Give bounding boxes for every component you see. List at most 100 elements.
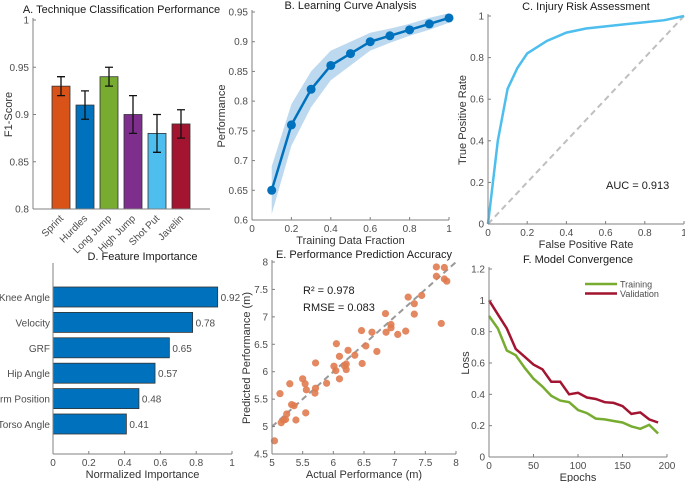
chart-e-y-tick-label: 8	[262, 258, 268, 269]
chart-c-y-tick-label: 0.2	[470, 178, 484, 189]
data-label: 0.57	[158, 369, 178, 380]
data-point	[385, 31, 395, 41]
chart-e-y-tick-label: 7	[262, 312, 268, 323]
chart-f-x-tick-label: 0	[486, 461, 492, 472]
chart-c-x-tick-label: 0.2	[520, 228, 534, 239]
chart-e	[270, 260, 457, 455]
chart-e-y-tick-label: 6	[262, 367, 268, 378]
chart-b-y-tick-label: 0.85	[229, 67, 249, 78]
data-point	[424, 19, 434, 29]
chart-e-y-tick-label: 5.5	[254, 395, 268, 406]
chart-b-y-tick-label: 0.65	[229, 186, 249, 197]
chart-d-x-tick-label: 0.2	[82, 458, 96, 469]
chart-c-x-tick-label: 0	[485, 228, 491, 239]
chart-a-y-label: F1-Score	[3, 92, 15, 137]
chart-b-y-tick-label: 0.8	[234, 97, 248, 108]
chart-f-title: F. Model Convergence	[523, 254, 633, 266]
chart-d-x-tick-label: 0.6	[153, 458, 167, 469]
chart-d-title: D. Feature Importance	[87, 251, 197, 263]
data-point	[410, 300, 418, 308]
chart-b-x-tick-label: 0.6	[363, 224, 377, 235]
data-label: 0.92	[221, 293, 241, 304]
chart-a-y-tick-label: 0.85	[10, 157, 30, 168]
data-point	[283, 410, 291, 418]
data-point	[362, 342, 370, 350]
chart-e-y-tick-label: 7.5	[254, 285, 268, 296]
data-point	[382, 328, 390, 336]
chart-f-y-tick-label: 0.8	[471, 327, 485, 338]
data-point	[335, 375, 344, 383]
chart-c-y-tick-label: 0.6	[470, 95, 484, 106]
chart-c-x-label: False Positive Rate	[539, 239, 634, 251]
series-line	[270, 16, 450, 191]
chart-f-x-tick-label: 150	[614, 461, 631, 472]
chart-c-title: C. Injury Risk Assessment	[522, 1, 650, 13]
bar	[52, 388, 140, 410]
chart-e-x-label: Actual Performance (m)	[306, 469, 422, 481]
x-tick-label: Javelin	[156, 213, 186, 243]
data-point	[381, 309, 390, 318]
data-point	[365, 37, 375, 47]
error-bar	[57, 76, 65, 97]
error-bar	[177, 109, 185, 139]
chart-a-title: A. Technique Classification Performance	[23, 4, 220, 16]
data-point	[342, 360, 350, 368]
data-point	[394, 330, 402, 339]
chart-b-y-tick-label: 0.95	[229, 8, 249, 19]
bar	[51, 85, 71, 210]
chart-b-x-tick-label: 0.4	[324, 224, 338, 235]
series-line-validation	[487, 299, 659, 424]
data-point	[306, 84, 316, 94]
data-label: 0.65	[172, 344, 192, 355]
data-point	[373, 347, 381, 356]
data-point	[351, 351, 359, 359]
chart-f-y-label: Loss	[460, 351, 472, 375]
y-tick-label: Knee Angle	[0, 293, 50, 304]
data-point	[358, 359, 366, 368]
chart-c-x-tick-label: 0.8	[638, 228, 652, 239]
auc-annotation: AUC = 0.913	[606, 180, 669, 192]
data-point	[322, 379, 331, 387]
chart-b-y-tick-label: 0.7	[234, 156, 248, 167]
chart-a-y-tick-label: 0.9	[15, 110, 29, 121]
reference-line	[487, 15, 685, 225]
chart-c	[486, 14, 685, 225]
y-tick-label: Torso Angle	[0, 420, 50, 431]
chart-c-y-label: True Positive Rate	[457, 75, 469, 165]
chart-e-x-tick-label: 5.5	[296, 458, 310, 469]
chart-c-x-tick-label: 0.4	[559, 228, 573, 239]
bar	[99, 76, 119, 210]
legend-label: Validation	[620, 289, 659, 299]
data-point	[440, 263, 448, 272]
error-bar	[105, 66, 113, 87]
data-point	[344, 346, 352, 354]
data-label: 0.41	[129, 420, 149, 431]
data-point	[368, 328, 376, 336]
data-point	[286, 380, 294, 388]
chart-f-y-tick-label: 0.2	[471, 421, 485, 432]
data-point	[290, 402, 298, 410]
data-point	[405, 25, 415, 35]
chart-c-x-tick-label: 1	[681, 228, 685, 239]
chart-e-x-tick-label: 6	[331, 458, 337, 469]
chart-e-y-tick-label: 5	[262, 422, 268, 433]
chart-b-title: B. Learning Curve Analysis	[284, 0, 417, 12]
chart-e-y-tick-label: 6.5	[254, 340, 268, 351]
roc-curve	[486, 14, 685, 225]
data-point	[301, 380, 309, 388]
chart-e-x-tick-label: 5	[269, 458, 275, 469]
data-point	[387, 324, 395, 332]
error-bar	[81, 90, 89, 120]
y-tick-label: Arm Position	[0, 395, 50, 406]
data-point	[311, 359, 320, 367]
chart-d-x-tick-label: 1	[229, 458, 235, 469]
chart-f	[487, 267, 668, 458]
legend-label: Training	[620, 280, 652, 290]
data-point	[270, 437, 279, 445]
chart-c-y-tick-label: 0.8	[470, 53, 484, 64]
data-point	[404, 293, 412, 301]
data-point	[444, 13, 454, 23]
series-line-training	[487, 315, 659, 435]
chart-b-x-tick-label: 0.8	[403, 224, 417, 235]
y-tick-label: Velocity	[16, 318, 50, 329]
